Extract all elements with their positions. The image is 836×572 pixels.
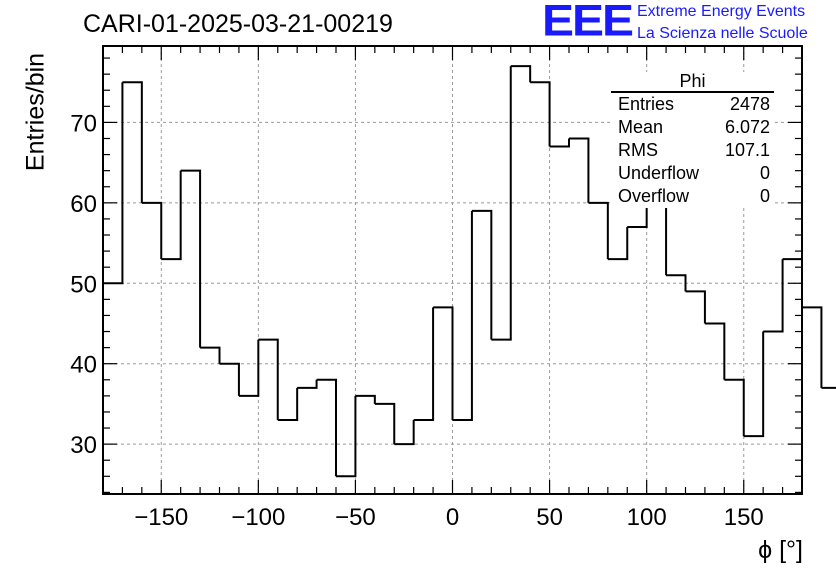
stats-value: 107.1 [724,140,770,160]
y-tick-label: 50 [70,271,97,298]
histogram-bin [491,66,512,341]
histogram-bin [238,339,260,397]
histogram-bin [316,378,337,477]
y-tick-label: 60 [70,191,97,218]
histogram-bin [510,65,532,83]
histogram-bin [122,81,143,203]
histogram-bin [802,306,823,388]
histogram-bin [161,170,182,261]
histogram-bin [471,209,493,340]
histogram-bin [141,201,163,260]
histogram-bin [821,386,836,389]
histogram-bin [530,81,551,147]
histogram-bin [258,338,279,421]
x-tick-label: −50 [335,504,376,531]
histogram-bin [607,226,629,261]
histogram-bin [355,394,376,404]
histogram-bin [180,169,202,348]
histogram-bin [413,307,435,422]
stats-key: RMS [618,140,658,160]
stats-row-overflow: Overflow 0 [611,185,774,208]
stats-key: Underflow [618,163,700,183]
histogram-bin [394,420,415,446]
y-tick-label: 30 [70,432,97,459]
histogram-bin [297,379,318,389]
stats-key: Entries [618,94,675,114]
histogram-bin [433,306,454,421]
stats-row-entries: Entries 2478 [611,93,774,116]
stats-value: 0 [759,186,770,206]
stats-value: 0 [759,163,770,183]
histogram-bin [763,259,784,333]
stats-value: 2478 [729,94,770,114]
run-title: CARI-01-2025-03-21-00219 [83,10,393,38]
stats-row-rms: RMS 107.1 [611,139,774,162]
histogram-bin [452,210,473,422]
stats-value: 6.072 [724,117,770,137]
histogram-bin [704,322,726,380]
eee-logo: EEE [542,0,634,46]
x-axis-label: ϕ [°] [758,536,803,564]
x-tick-label: −150 [134,504,188,531]
histogram-bin [336,395,357,478]
stats-key: Mean [618,117,664,137]
histogram-bin [685,290,706,324]
y-tick-label: 40 [70,352,97,379]
stats-box: Phi Entries 2478 Mean 6.072 RMS 107.1 Un… [611,72,774,208]
stats-row-underflow: Underflow 0 [611,162,774,185]
stats-title: Phi [611,72,774,93]
histogram-bin [549,138,570,148]
x-tick-label: 50 [536,504,563,531]
stats-key: Overflow [618,186,690,206]
histogram-bin [724,378,745,437]
logo-line-2: La Scienza nelle Scuole [637,25,808,42]
y-axis-label: Entries/bin [21,52,50,172]
y-tick-label: 70 [70,110,97,137]
histogram-bin [374,402,396,445]
x-tick-label: 150 [724,504,764,531]
histogram-bin [200,346,221,364]
histogram-bin [666,274,687,292]
histogram-bin [743,331,765,438]
histogram-bin [219,362,240,396]
stats-row-mean: Mean 6.072 [611,116,774,139]
x-tick-label: 100 [627,504,667,531]
x-tick-label: −100 [231,504,285,531]
logo-line-1: Extreme Energy Events [637,3,806,20]
x-tick-label: 0 [446,504,459,531]
histogram-bin [588,201,609,260]
histogram-bin [569,137,590,203]
histogram-bin [277,387,299,422]
histogram-bin [102,82,124,494]
